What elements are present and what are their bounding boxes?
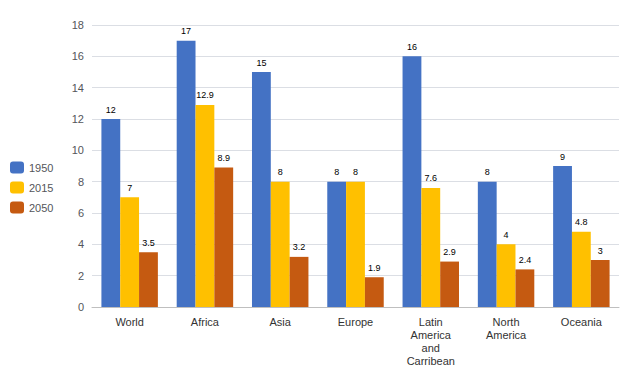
- svg-text:Asia: Asia: [270, 316, 292, 328]
- svg-text:17: 17: [181, 26, 191, 36]
- svg-text:12: 12: [72, 113, 84, 125]
- svg-text:8: 8: [353, 167, 358, 177]
- svg-text:2.4: 2.4: [519, 255, 532, 265]
- svg-text:1950: 1950: [29, 162, 53, 174]
- svg-text:Oceania: Oceania: [561, 316, 603, 328]
- svg-text:12.9: 12.9: [196, 90, 214, 100]
- svg-text:4: 4: [504, 230, 509, 240]
- svg-text:1.9: 1.9: [368, 263, 381, 273]
- svg-text:2: 2: [78, 270, 84, 282]
- svg-text:4.8: 4.8: [575, 217, 588, 227]
- svg-text:8.9: 8.9: [217, 153, 230, 163]
- svg-text:8: 8: [78, 176, 84, 188]
- svg-text:North: North: [493, 316, 520, 328]
- svg-text:16: 16: [72, 50, 84, 62]
- svg-text:and: and: [422, 342, 440, 354]
- svg-text:9: 9: [560, 152, 565, 162]
- svg-text:7: 7: [127, 183, 132, 193]
- svg-text:4: 4: [78, 238, 84, 250]
- svg-text:America: America: [411, 329, 452, 341]
- svg-text:14: 14: [72, 82, 84, 94]
- svg-text:2.9: 2.9: [443, 247, 456, 257]
- svg-text:Latin: Latin: [419, 316, 443, 328]
- svg-text:3.2: 3.2: [293, 242, 306, 252]
- svg-text:America: America: [486, 329, 527, 341]
- svg-text:2015: 2015: [29, 182, 53, 194]
- svg-text:12: 12: [106, 105, 116, 115]
- svg-text:10: 10: [72, 144, 84, 156]
- svg-text:8: 8: [485, 167, 490, 177]
- svg-text:16: 16: [407, 42, 417, 52]
- svg-text:3: 3: [598, 246, 603, 256]
- svg-text:Carribean: Carribean: [407, 355, 455, 367]
- svg-text:8: 8: [278, 167, 283, 177]
- svg-text:World: World: [115, 316, 144, 328]
- svg-text:Europe: Europe: [338, 316, 373, 328]
- svg-text:3.5: 3.5: [142, 238, 155, 248]
- svg-text:Africa: Africa: [191, 316, 220, 328]
- svg-text:7.6: 7.6: [425, 173, 438, 183]
- svg-text:8: 8: [334, 167, 339, 177]
- svg-text:0: 0: [78, 301, 84, 313]
- svg-text:18: 18: [72, 19, 84, 31]
- svg-text:15: 15: [256, 58, 266, 68]
- svg-text:2050: 2050: [29, 202, 53, 214]
- svg-text:6: 6: [78, 207, 84, 219]
